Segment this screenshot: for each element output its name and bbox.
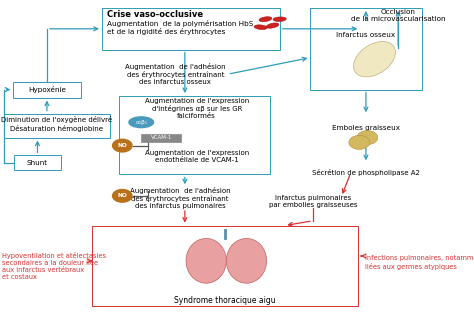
Text: Diminution de l'oxygène délivré: Diminution de l'oxygène délivré	[1, 116, 112, 123]
FancyBboxPatch shape	[310, 8, 422, 90]
Text: Emboles graisseux: Emboles graisseux	[332, 125, 400, 131]
FancyBboxPatch shape	[92, 226, 358, 306]
Ellipse shape	[186, 238, 227, 283]
Text: VCAM-1: VCAM-1	[150, 135, 172, 140]
Circle shape	[357, 131, 378, 145]
Text: Désaturation hémoglobine: Désaturation hémoglobine	[10, 124, 103, 132]
Ellipse shape	[354, 42, 395, 77]
FancyBboxPatch shape	[102, 8, 280, 50]
Circle shape	[349, 135, 370, 149]
FancyBboxPatch shape	[14, 155, 61, 170]
Text: Hypoxénie: Hypoxénie	[28, 86, 66, 93]
Text: Augmentation  de l'adhésion
des érythrocytes entraînant
des infarctus osseux: Augmentation de l'adhésion des érythrocy…	[125, 63, 226, 85]
Text: Augmentation  de la polymérisation HbS
et de la rigidité des érythrocytes: Augmentation de la polymérisation HbS et…	[107, 20, 253, 36]
Ellipse shape	[273, 17, 286, 21]
FancyBboxPatch shape	[13, 82, 81, 98]
Text: NO: NO	[118, 143, 127, 148]
Ellipse shape	[254, 25, 267, 29]
Text: Occlusion
de la microvascularisation: Occlusion de la microvascularisation	[351, 9, 446, 22]
Ellipse shape	[128, 116, 154, 128]
Text: Augmentation  de l'adhésion
des érythrocytes entraînant
des infarctus pulmonaire: Augmentation de l'adhésion des érythrocy…	[130, 187, 230, 209]
Circle shape	[112, 189, 133, 203]
Text: Shunt: Shunt	[27, 160, 48, 166]
FancyBboxPatch shape	[118, 96, 270, 174]
Text: α₁β₁: α₁β₁	[135, 120, 147, 125]
Text: Infections pulmonaires, notamment
liées aux germes atypiques: Infections pulmonaires, notamment liées …	[365, 255, 474, 269]
Text: Crise vaso-occlusive: Crise vaso-occlusive	[107, 10, 203, 19]
Text: Augmentation de l'expression
endothéliale de VCAM-1: Augmentation de l'expression endothélial…	[145, 150, 249, 163]
FancyBboxPatch shape	[4, 114, 110, 138]
Ellipse shape	[259, 17, 272, 22]
Ellipse shape	[266, 23, 279, 28]
FancyBboxPatch shape	[141, 134, 181, 142]
Circle shape	[112, 139, 133, 153]
Text: NO: NO	[118, 193, 127, 198]
Text: Syndrome thoracique aigu: Syndrome thoracique aigu	[174, 296, 276, 305]
Text: Hypoventilation et atélectasies
secondaires à la douleur liée
aux infarctus vert: Hypoventilation et atélectasies secondai…	[2, 252, 106, 280]
Ellipse shape	[227, 238, 266, 283]
Text: Augmentation de l'expression
d'intégrines αβ sur les GR
falciformés: Augmentation de l'expression d'intégrine…	[145, 98, 249, 119]
Text: Infarctus pulmonaires
par embolies graisseuses: Infarctus pulmonaires par embolies grais…	[269, 195, 357, 208]
Text: Infarctus osseux: Infarctus osseux	[337, 32, 395, 38]
Text: Sécrétion de phospholipase A2: Sécrétion de phospholipase A2	[312, 169, 420, 176]
